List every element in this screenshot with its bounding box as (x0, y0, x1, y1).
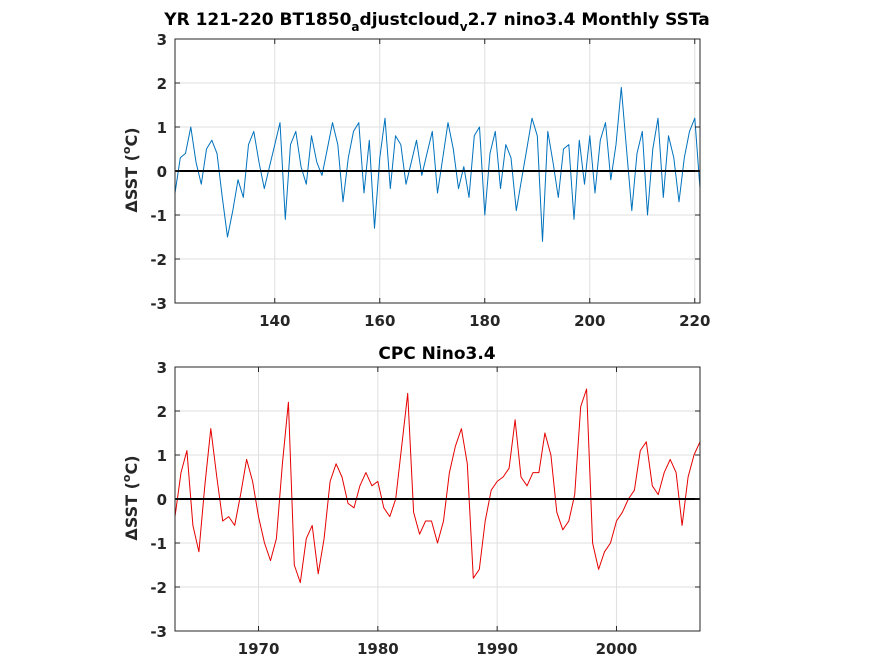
bottom-axes: CPC Nino3.4 ΔSST (oC) 1970 1980 1990 2000 -3… (120, 344, 701, 658)
top-y-tick-label-5: 2 (157, 75, 167, 93)
bottom-y-tick-label-1: -2 (150, 579, 167, 597)
bottom-ylabel-post: C) (122, 455, 141, 474)
top-y-tick-label-3: 0 (157, 163, 167, 181)
top-series-line-0 (174, 86, 701, 242)
top-y-tick-label-0: -3 (150, 295, 167, 313)
bottom-x-tick-label-1: 1980 (357, 640, 399, 656)
bottom-y-tick-label-2: -1 (150, 535, 167, 553)
bottom-y-axis-label: ΔSST (oC) (120, 455, 141, 540)
bottom-series-line-0 (174, 388, 701, 584)
top-chart-title: YR 121-220 BT1850adjustcloudv2.7 nino3.4… (163, 10, 709, 34)
top-y-tick-label-6: 3 (157, 31, 167, 49)
top-y-tick-label-4: 1 (157, 119, 167, 137)
bottom-x-tick-label-2: 1990 (476, 640, 518, 656)
top-x-tick-label-1: 160 (364, 312, 395, 330)
top-ylabel-delta: Δ (122, 200, 141, 213)
bottom-y-tick-label-3: 0 (157, 491, 167, 509)
bottom-y-tick-label-5: 2 (157, 403, 167, 421)
top-y-tick-label-2: -1 (150, 207, 167, 225)
bottom-ylabel-delta: Δ (122, 528, 141, 541)
top-ylabel-pre: SST ( (122, 154, 141, 200)
top-title-subscript-a: a (351, 20, 359, 34)
top-y-tick-label-1: -2 (150, 251, 167, 269)
top-x-tick-label-3: 200 (574, 312, 605, 330)
top-title-subscript-v: v (460, 20, 468, 34)
bottom-x-tick-label-0: 1970 (238, 640, 280, 656)
bottom-y-tick-label-4: 1 (157, 447, 167, 465)
top-y-axis-label: ΔSST (oC) (120, 127, 141, 212)
bottom-y-tick-label-0: -3 (150, 623, 167, 641)
top-x-tick-label-4: 220 (679, 312, 710, 330)
bottom-x-tick-label-3: 2000 (596, 640, 638, 656)
top-axes: YR 121-220 BT1850adjustcloudv2.7 nino3.4… (120, 10, 710, 330)
top-x-tick-label-0: 140 (259, 312, 290, 330)
top-title-part3: 2.7 nino3.4 Monthly SSTa (468, 10, 710, 30)
bottom-ylabel-degree: o (120, 474, 133, 482)
top-title-part1: YR 121-220 BT1850 (163, 10, 351, 30)
bottom-chart-title: CPC Nino3.4 (378, 344, 495, 364)
top-x-tick-label-2: 180 (469, 312, 500, 330)
top-ylabel-post: C) (122, 127, 141, 146)
bottom-y-tick-label-6: 3 (157, 359, 167, 377)
top-ylabel-degree: o (120, 146, 133, 154)
top-title-part2: djustcloud (360, 10, 460, 30)
bottom-ylabel-pre: SST ( (122, 482, 141, 528)
